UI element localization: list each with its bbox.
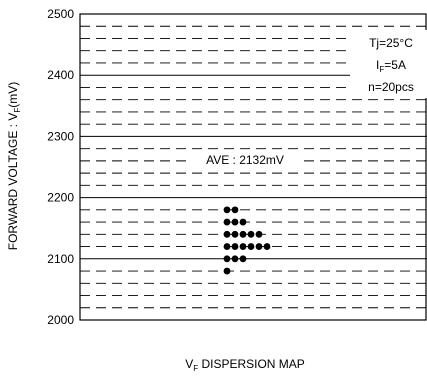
data-point bbox=[223, 243, 231, 250]
y-tick-labels: 2000 2100 2200 2300 2400 2500 bbox=[47, 7, 74, 327]
y-tick-label: 2400 bbox=[47, 68, 74, 82]
average-label: AVE : 2132mV bbox=[206, 153, 284, 167]
data-point bbox=[255, 230, 263, 238]
data-point bbox=[239, 243, 247, 250]
average-label-bg bbox=[188, 151, 302, 169]
conditions-box-bg bbox=[350, 30, 427, 98]
data-point bbox=[231, 218, 239, 226]
data-point bbox=[247, 243, 255, 250]
data-point bbox=[223, 218, 231, 226]
condition-tj: Tj=25°C bbox=[369, 36, 413, 50]
data-point bbox=[231, 230, 239, 238]
data-point bbox=[231, 255, 239, 263]
y-tick-label: 2500 bbox=[47, 7, 74, 21]
y-tick-label: 2000 bbox=[47, 313, 74, 327]
y-tick-label: 2300 bbox=[47, 129, 74, 143]
data-point bbox=[223, 206, 231, 214]
x-axis-title: VF DISPERSION MAP bbox=[185, 357, 305, 373]
data-point bbox=[223, 230, 231, 238]
data-point bbox=[255, 243, 263, 250]
data-point bbox=[223, 267, 231, 275]
condition-n: n=20pcs bbox=[368, 80, 414, 94]
data-point bbox=[231, 243, 239, 250]
y-tick-label: 2100 bbox=[47, 252, 74, 266]
data-point bbox=[223, 255, 231, 263]
data-point bbox=[239, 218, 247, 226]
data-point bbox=[239, 230, 247, 238]
data-point bbox=[247, 230, 255, 238]
y-axis-title: FORWARD VOLTAGE : VF(mV) bbox=[6, 82, 22, 250]
data-points bbox=[223, 206, 271, 275]
plot-frame bbox=[79, 13, 427, 321]
data-point bbox=[231, 206, 239, 214]
data-point bbox=[263, 243, 271, 250]
condition-if: IF=5A bbox=[376, 58, 406, 74]
data-point bbox=[239, 255, 247, 263]
y-tick-label: 2200 bbox=[47, 191, 74, 205]
